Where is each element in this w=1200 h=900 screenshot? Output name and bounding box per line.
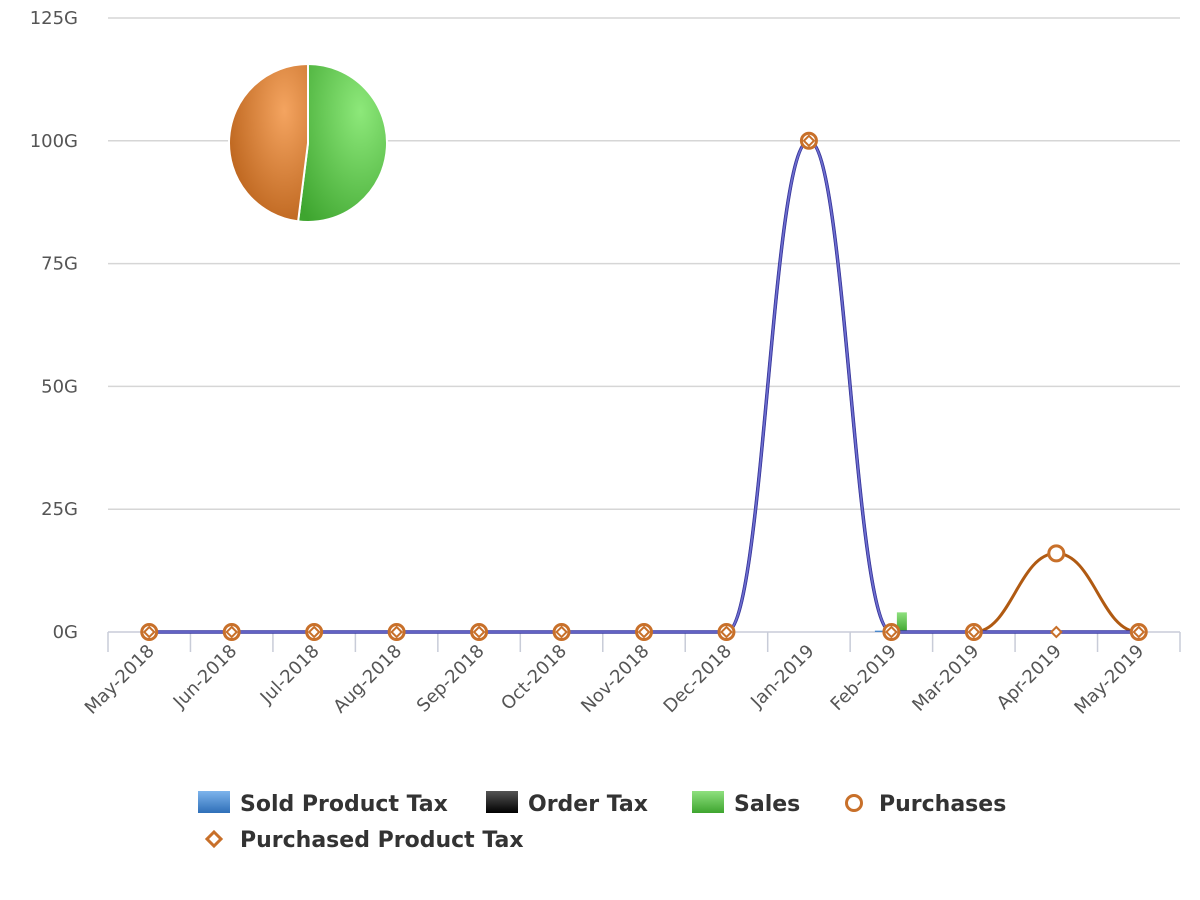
legend-item-sold-product-tax[interactable]: Sold Product Tax	[198, 791, 448, 817]
legend-swatch	[692, 791, 724, 813]
x-tick-label: Oct-2018	[497, 641, 571, 715]
purchased-product-tax-point	[390, 625, 404, 639]
bar-sold-product-tax	[874, 630, 885, 632]
legend-swatch	[204, 829, 224, 849]
x-tick-label: May-2019	[1070, 641, 1148, 719]
bar-layer	[874, 612, 907, 632]
x-tick-label: Sep-2018	[413, 641, 489, 717]
pie-slice-purchases	[228, 62, 309, 223]
y-tick-label: 50G	[41, 376, 78, 397]
purchased-product-tax-point	[1132, 625, 1146, 639]
purchased-product-tax-point	[720, 625, 733, 639]
x-tick-label: May-2018	[81, 641, 159, 719]
x-tick-label: Apr-2019	[993, 641, 1066, 714]
legend: Sold Product Tax Order Tax Sales Purchases P…	[198, 791, 1006, 853]
x-tick-label: Jun-2018	[169, 641, 241, 713]
purchased-product-tax-point	[884, 625, 898, 639]
x-tick-label: Dec-2018	[660, 641, 736, 717]
axis-layer: 0G 25G 50G 75G 100G 125G May-2018 Jun-2018 Jul-2…	[30, 8, 1181, 719]
purchased-product-tax-point	[1049, 625, 1063, 639]
legend-swatch	[486, 791, 518, 813]
bar-sales	[896, 612, 907, 632]
purchased-product-tax-point	[307, 625, 321, 639]
purchased-product-tax-point	[225, 625, 239, 639]
y-tick-label: 25G	[41, 499, 78, 520]
legend-item-purchased-product-tax[interactable]: Purchased Product Tax	[204, 828, 524, 853]
y-tick-label: 75G	[41, 254, 78, 275]
y-tick-label: 100G	[30, 131, 78, 152]
purchased-product-tax-point	[142, 625, 156, 639]
x-tick-label: Jan-2019	[746, 641, 818, 713]
y-tick-label: 125G	[30, 8, 78, 29]
x-tick-label: Jul-2018	[256, 641, 324, 709]
legend-label: Order Tax	[528, 792, 648, 817]
purchases-point	[1047, 544, 1066, 563]
legend-item-purchases[interactable]: Purchases	[845, 792, 1007, 817]
legend-item-sales[interactable]: Sales	[692, 791, 800, 817]
purchased-product-tax-point	[802, 134, 816, 148]
purchased-product-tax-point	[472, 625, 486, 639]
purchased-product-tax-point	[637, 625, 651, 639]
x-tick-label: Feb-2019	[827, 641, 901, 715]
x-tick-label: Nov-2018	[577, 641, 653, 717]
legend-label: Sold Product Tax	[240, 792, 448, 817]
legend-swatch	[845, 794, 863, 812]
x-tick-label: Mar-2019	[908, 641, 983, 716]
pie-chart	[228, 62, 388, 223]
legend-label: Sales	[734, 792, 800, 817]
marker-layer	[140, 131, 1148, 641]
legend-swatch	[198, 791, 230, 813]
x-tick-label: Aug-2018	[329, 641, 406, 718]
legend-item-order-tax[interactable]: Order Tax	[486, 791, 648, 817]
pie-slice-sales	[296, 62, 388, 223]
purchased-product-tax-point	[555, 625, 568, 639]
legend-label: Purchases	[879, 792, 1006, 817]
y-tick-label: 0G	[53, 622, 78, 643]
legend-label: Purchased Product Tax	[240, 828, 524, 853]
purchased-product-tax-point	[967, 625, 981, 639]
